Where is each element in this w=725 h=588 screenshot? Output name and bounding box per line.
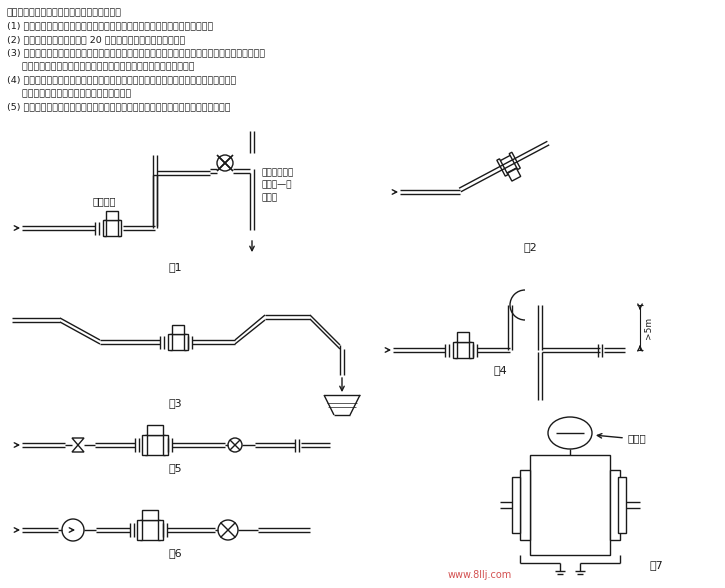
Text: 就可以进行零点校准，然后保存（确认）。根据现场具体情况来定。: 就可以进行零点校准，然后保存（确认）。根据现场具体情况来定。 — [7, 62, 194, 71]
Text: (4) 参数设定：用户根据使用需要，可做必要的参数设定。但随意改动各种出厂设定值，: (4) 参数设定：用户根据使用需要，可做必要的参数设定。但随意改动各种出厂设定值… — [7, 75, 236, 85]
Bar — [170, 334, 186, 350]
Text: 图6: 图6 — [168, 548, 182, 558]
Bar — [184, 334, 188, 350]
Bar — [142, 435, 147, 455]
Bar — [147, 425, 163, 435]
Bar — [512, 477, 520, 533]
Bar — [469, 342, 473, 358]
Bar — [457, 332, 469, 342]
Circle shape — [62, 519, 84, 541]
Bar — [520, 470, 530, 540]
Bar — [137, 520, 142, 540]
Polygon shape — [72, 445, 84, 452]
Circle shape — [228, 438, 242, 452]
Text: 流量计安装后，一般经以下步骤可正式使用。: 流量计安装后，一般经以下步骤可正式使用。 — [7, 8, 122, 17]
Bar — [104, 220, 120, 236]
Circle shape — [218, 520, 238, 540]
Bar — [530, 455, 610, 555]
Text: 图1: 图1 — [168, 262, 182, 272]
Ellipse shape — [548, 417, 592, 449]
Text: 图2: 图2 — [523, 242, 537, 252]
Bar — [453, 342, 457, 358]
Bar — [168, 334, 172, 350]
Polygon shape — [507, 168, 521, 181]
Bar — [172, 325, 184, 334]
Bar — [106, 211, 118, 220]
Text: 容易产生介质
非满管—错
误安装: 容易产生介质 非满管—错 误安装 — [262, 168, 294, 202]
Text: www.8llj.com: www.8llj.com — [448, 570, 512, 580]
Polygon shape — [497, 159, 508, 176]
Text: 变送器: 变送器 — [628, 433, 647, 443]
Text: 图5: 图5 — [168, 463, 182, 473]
Text: (2) 通电预热：通电后，预热 20 分钟，仪表一般就能正常测量。: (2) 通电预热：通电后，预热 20 分钟，仪表一般就能正常测量。 — [7, 35, 186, 44]
Text: 图4: 图4 — [493, 365, 507, 375]
Bar — [145, 435, 165, 455]
Text: 有可能造成仪表测量误差或不能正常工作。: 有可能造成仪表测量误差或不能正常工作。 — [7, 89, 131, 98]
Text: (1) 安装检查：检查管线安装是否正确，各连线是否正确可靠，特别是接地线。: (1) 安装检查：检查管线安装是否正确，各连线是否正确可靠，特别是接地线。 — [7, 22, 213, 31]
Polygon shape — [509, 152, 521, 169]
Text: >5m: >5m — [644, 316, 653, 339]
Polygon shape — [72, 438, 84, 445]
Bar — [455, 342, 471, 358]
Bar — [103, 220, 106, 236]
Text: (3) 零点跟踪：为保证精度，需要进行零点跟踪。电磁流量计的测量管充满液体并确定液体静止后，: (3) 零点跟踪：为保证精度，需要进行零点跟踪。电磁流量计的测量管充满液体并确定… — [7, 48, 265, 58]
Circle shape — [217, 155, 233, 171]
Bar — [618, 477, 626, 533]
Text: 正确安装: 正确安装 — [93, 196, 117, 206]
Polygon shape — [499, 155, 518, 173]
Bar — [163, 435, 168, 455]
Bar — [140, 520, 160, 540]
Text: (5) 根据介质粘附程度，应定期清理流量计内壁和电极，并注意勿使衬里与电极受损。: (5) 根据介质粘附程度，应定期清理流量计内壁和电极，并注意勿使衬里与电极受损。 — [7, 102, 231, 112]
Bar — [142, 510, 158, 520]
Bar — [610, 470, 620, 540]
Text: 图7: 图7 — [650, 560, 664, 570]
Text: 图3: 图3 — [168, 398, 182, 408]
Bar — [118, 220, 121, 236]
Bar — [158, 520, 163, 540]
